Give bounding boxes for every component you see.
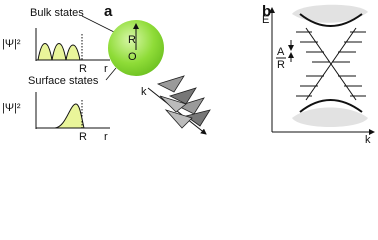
pointer xyxy=(81,15,119,35)
y-label: |Ψ|² xyxy=(2,38,21,50)
fraction-bottom: R xyxy=(277,59,285,71)
levels xyxy=(296,31,366,97)
valence-band xyxy=(299,99,363,113)
panel-label: a xyxy=(104,3,113,20)
band xyxy=(292,4,368,23)
bulk-title: Bulk states xyxy=(30,7,84,19)
y-label: E xyxy=(262,14,269,26)
surface-wave xyxy=(54,103,85,129)
band xyxy=(292,107,368,127)
helix xyxy=(156,75,211,129)
bulk-wave xyxy=(37,43,81,61)
panel-label: b xyxy=(262,3,271,20)
sphere-r: R xyxy=(128,34,136,46)
sphere-o: O xyxy=(128,51,137,63)
fraction-top: A xyxy=(277,46,285,58)
surface-title: Surface states xyxy=(28,75,99,87)
surface-state xyxy=(305,27,357,101)
pointer xyxy=(105,67,117,81)
r-label: R xyxy=(79,63,87,75)
r-label: R xyxy=(79,131,87,143)
x-label: k xyxy=(365,134,371,145)
figure: a Bulk states |Ψ|² R r Surface states |Ψ… xyxy=(2,3,375,146)
x-label: r xyxy=(104,131,108,143)
x-label: r xyxy=(104,63,108,75)
y-label: |Ψ|² xyxy=(2,102,21,114)
helix-k: k xyxy=(141,86,147,98)
conduction-band xyxy=(299,13,363,27)
